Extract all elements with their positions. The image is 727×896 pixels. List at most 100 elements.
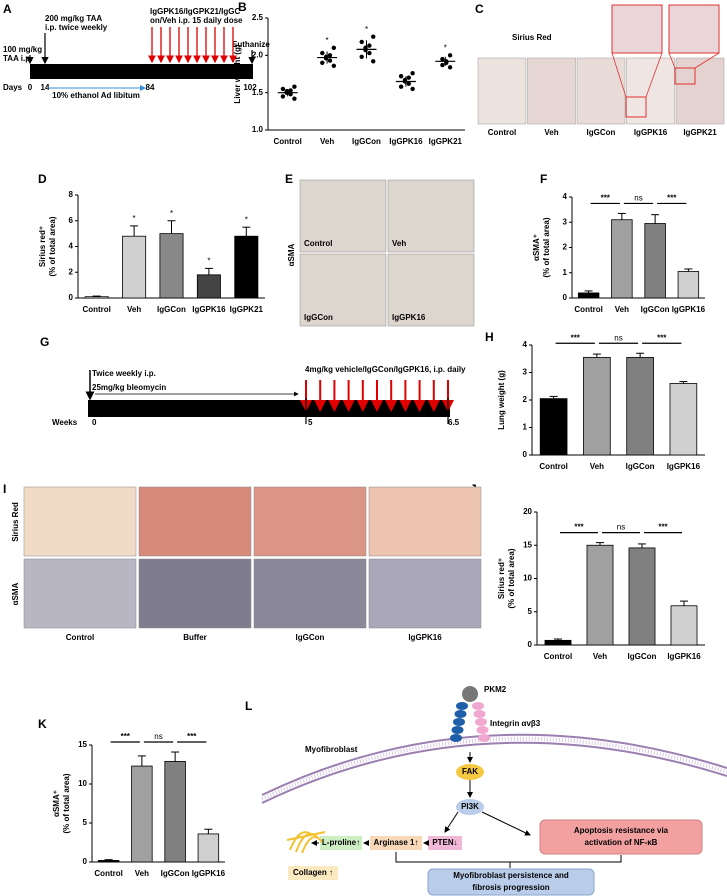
apoptosis-box: [539, 819, 703, 855]
x-tick-label: IgGPK16: [192, 305, 226, 314]
y-tick-label: 4: [523, 340, 528, 349]
image-label: IgGPK16: [392, 313, 426, 322]
bar: [131, 765, 153, 863]
timeline-bar: [30, 64, 253, 79]
y-tick-label: 2.0: [252, 50, 264, 59]
x-tick-label: IgGCon: [352, 137, 381, 146]
micrograph: [527, 57, 576, 125]
bar: [234, 235, 259, 299]
data-point: [327, 53, 333, 58]
comparison-label: ***: [667, 194, 677, 203]
bar: [677, 271, 700, 299]
pi3k: [456, 799, 484, 815]
data-point: [359, 39, 364, 45]
integrin: [451, 726, 464, 734]
timeline-axis: Days: [3, 83, 23, 92]
y-tick-label: 10: [78, 779, 87, 788]
timeline-bar: [88, 400, 450, 417]
integrin: [450, 734, 462, 742]
y-tick-label: 2.5: [252, 13, 264, 22]
y-tick-label: 0: [563, 293, 568, 302]
image-label: IgGCon: [304, 313, 333, 322]
x-tick-label: IgGCon: [628, 652, 657, 661]
integrin: [478, 734, 490, 742]
node-box: [370, 836, 422, 850]
collagen-icon: [286, 831, 326, 854]
timeline-axis: Weeks: [52, 418, 78, 427]
data-point: [280, 94, 286, 99]
zoom-lines: [611, 52, 720, 98]
node-box: [288, 866, 338, 880]
panel-letter: A: [3, 2, 12, 16]
node-box: [320, 836, 362, 850]
x-tick-label: Veh: [127, 305, 141, 314]
x-tick-label: Control: [82, 305, 110, 314]
data-point: [292, 96, 297, 101]
data-point: [410, 71, 415, 76]
bar: [159, 233, 184, 299]
micrograph: [477, 57, 527, 125]
outcome-box: [427, 868, 595, 896]
timeline-text: 4mg/kg vehicle/IgGCon/IgGPK16, i.p. dail…: [305, 365, 466, 374]
micrograph: [368, 486, 482, 557]
significance-star: *: [170, 209, 173, 218]
y-tick-label: 2: [523, 395, 528, 404]
micrograph: [387, 253, 475, 327]
integrin: [475, 718, 487, 726]
y-axis-label: Sirius red⁺: [38, 226, 47, 267]
node-label: Collagen ↑: [293, 868, 333, 877]
comparison-label: ns: [617, 523, 625, 532]
inset: [668, 4, 720, 54]
data-point: [410, 86, 415, 92]
micrograph: [387, 179, 475, 253]
image-label: Buffer: [183, 633, 207, 642]
bar: [611, 219, 633, 299]
node-label: PTEN↓: [432, 838, 457, 847]
image-label: Control: [304, 239, 332, 248]
x-tick-label: IgGPK16: [672, 305, 706, 314]
panel-letter: B: [238, 0, 247, 14]
data-point: [331, 45, 337, 51]
ligand-label: PKM2: [484, 685, 507, 694]
bar: [583, 356, 611, 456]
bar: [626, 356, 654, 456]
y-tick-label: 5: [528, 607, 533, 616]
y-tick-label: 10: [523, 574, 532, 583]
x-tick-label: IgGPK16: [667, 462, 701, 471]
x-tick-label: Control: [539, 462, 567, 471]
x-tick-label: Veh: [593, 652, 607, 661]
bar: [586, 544, 614, 646]
x-tick-label: IgGPK16: [192, 869, 226, 878]
data-point: [406, 75, 411, 80]
y-tick-label: 2: [563, 243, 568, 252]
x-tick-label: Control: [94, 869, 122, 878]
y-tick-label: 15: [523, 540, 532, 549]
y-tick-label: 20: [523, 507, 532, 516]
bar: [670, 605, 698, 646]
bar: [197, 833, 220, 863]
bar: [577, 292, 600, 299]
data-point: [280, 86, 286, 92]
integrin: [473, 710, 486, 718]
data-point: [447, 65, 453, 70]
timeline-text: Euthanize: [232, 40, 270, 49]
micrograph: [675, 57, 725, 125]
timeline-tick: 84: [146, 83, 155, 92]
integrin: [476, 726, 489, 734]
data-point: [323, 54, 329, 60]
comparison-label: ns: [154, 732, 162, 741]
image-label: Veh: [392, 239, 406, 248]
timeline-tick: 5: [308, 418, 313, 427]
inset: [611, 4, 663, 54]
node-label: Apoptosis resistance via: [574, 826, 669, 835]
bar: [539, 398, 568, 456]
y-tick-label: 1.5: [252, 88, 264, 97]
significance-star: *: [326, 36, 329, 45]
micrograph: [253, 486, 367, 557]
micrograph: [626, 57, 675, 125]
micrograph: [299, 179, 387, 253]
data-point: [331, 63, 337, 68]
zoom-box: [674, 67, 696, 85]
comparison-label: ns: [634, 194, 642, 203]
bar: [164, 760, 186, 863]
